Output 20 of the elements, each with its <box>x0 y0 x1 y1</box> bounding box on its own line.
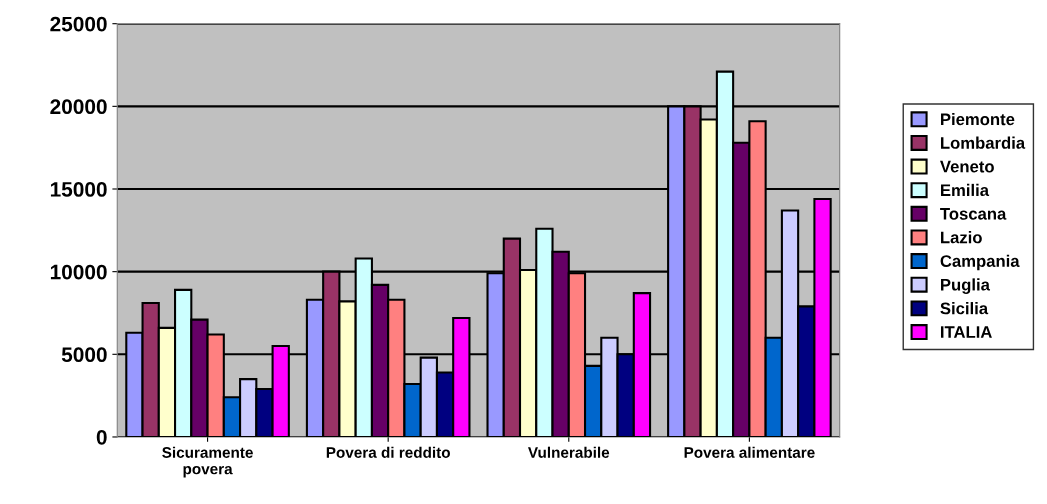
x-tick-label: Vulnerabile <box>528 446 610 458</box>
legend-label: Veneto <box>940 160 994 173</box>
legend-label: Emilia <box>941 183 990 197</box>
x-tick-label: Povera alimentare <box>684 446 815 458</box>
legend-label: Puglia <box>941 278 991 294</box>
y-tick-label: 25000 <box>50 16 107 32</box>
y-tick-label: 15000 <box>50 182 107 197</box>
legend-label: Toscana <box>940 208 1007 220</box>
legend-label: Campania <box>940 254 1020 271</box>
y-tick-label: 20000 <box>50 99 107 115</box>
y-tick-label: 5000 <box>61 347 107 363</box>
x-tick-label: Sicuramente povera <box>162 446 253 478</box>
legend-label: Lombardia <box>941 136 1026 149</box>
legend-label: Sicilia <box>940 302 989 315</box>
legend-label: ITALIA <box>941 326 992 338</box>
legend-label: Piemonte <box>941 112 1015 126</box>
x-tick-label: Povera di reddito <box>326 446 450 458</box>
legend-label: Lazio <box>941 231 982 244</box>
y-tick-label: 0 <box>96 429 107 445</box>
y-tick-label: 10000 <box>50 264 107 280</box>
